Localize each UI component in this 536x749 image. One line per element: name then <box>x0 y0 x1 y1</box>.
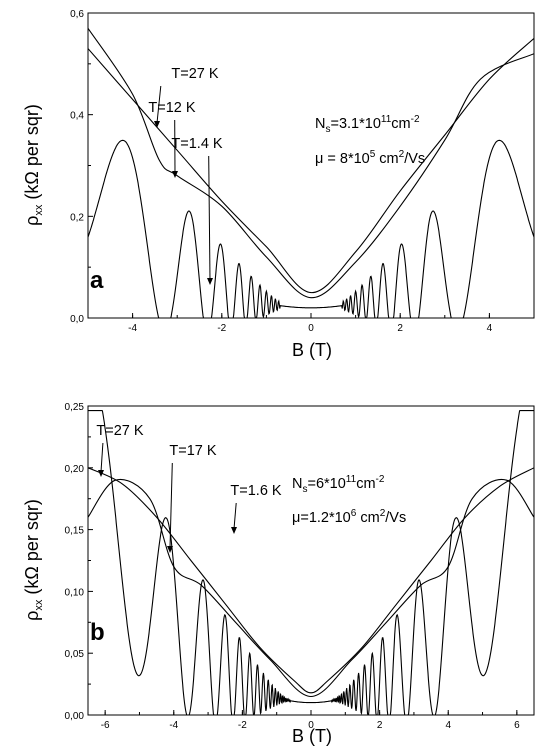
series-line-t-27-k <box>88 37 534 294</box>
y-tick-label: 0,20 <box>65 464 85 475</box>
y-tick-label: 0,2 <box>70 212 84 223</box>
x-tick-label: 4 <box>445 720 451 731</box>
ns-symbol-a: N <box>315 116 325 132</box>
mu-unit-b: cm <box>356 510 379 526</box>
curve-label: T=17 K <box>169 443 216 459</box>
curve-labels-b: T=27 K T=17 K T=1.6 K <box>96 423 281 499</box>
x-tick-label: 2 <box>377 720 383 731</box>
mu-exp-b: 6 <box>351 508 357 519</box>
label-arrow-head <box>154 121 160 128</box>
label-arrow-head <box>172 171 178 178</box>
panel-b: -6 -4 -2 0 2 4 6 0,00 0,05 0,10 0,15 0,20 0,25 T=27 … <box>22 402 535 746</box>
ns-unit-exp-b: -2 <box>376 474 385 485</box>
y-tick-label: 0,05 <box>65 649 85 660</box>
label-arrow-shaft <box>169 462 173 549</box>
y-tick-label: 0,6 <box>70 9 84 20</box>
ns-annotation-a: Ns=3.1*1011cm-2 <box>315 114 420 135</box>
y-axis-rest-b: (kΩ per sqr) <box>22 499 42 599</box>
mu-exp-a: 5 <box>370 149 376 160</box>
x-tick-label: -6 <box>101 720 110 731</box>
y-axis-rest-a: (kΩ per sqr) <box>22 104 42 204</box>
panel-letter-a: a <box>90 267 104 294</box>
ns-unit-exp-a: -2 <box>411 114 420 125</box>
x-tick-label: -4 <box>128 323 137 334</box>
curves-a <box>88 27 534 318</box>
series-line-t-27-k <box>88 467 534 694</box>
x-tick-label: 0 <box>308 323 314 334</box>
curve-label: T=1.6 K <box>230 483 282 499</box>
plot-frame-a <box>87 12 535 319</box>
x-tick-label: 6 <box>514 720 520 731</box>
label-arrow-head <box>231 527 237 534</box>
y-axis-sub-b: xx <box>33 599 45 611</box>
x-axis-title-a: B (T) <box>292 340 332 360</box>
label-arrow-shaft <box>208 155 211 281</box>
mu-annotation-a: μ = 8*105 cm2/Vs <box>315 149 425 167</box>
curve-label: T=1.4 K <box>171 136 223 152</box>
y-tick-label: 0,15 <box>65 526 85 537</box>
label-arrow-head <box>207 278 213 285</box>
curve-label: T=12 K <box>148 100 195 116</box>
ns-sub-b: s <box>302 484 307 495</box>
x-tick-label: 0 <box>308 720 314 731</box>
y-axis-title-a: ρxx (kΩ per sqr) <box>22 104 45 226</box>
ns-exp-b: 11 <box>346 474 357 485</box>
ns-symbol-b: N <box>292 476 302 492</box>
mu-tail-a: /Vs <box>404 151 425 167</box>
label-arrow-head <box>98 470 104 477</box>
x-tick-label: -2 <box>238 720 247 731</box>
x-axis-title-b: B (T) <box>292 726 332 746</box>
axis-ticks-b: -6 -4 -2 0 2 4 6 0,00 0,05 0,10 0,15 0,20 0,25 <box>65 402 521 731</box>
curve-label: T=27 K <box>171 66 218 82</box>
ns-annotation-b: Ns=6*1011cm-2 <box>292 474 385 495</box>
series-line-t-1-6-k <box>88 410 534 715</box>
label-arrow-shaft <box>233 502 237 530</box>
mu-unit-exp-a: 2 <box>399 149 405 160</box>
y-tick-label: 0,25 <box>65 402 85 413</box>
curve-labels-a: T=27 K T=12 K T=1.4 K <box>148 66 222 152</box>
mu-annotation-b: μ=1.2*106 cm2/Vs <box>292 508 406 526</box>
y-tick-label: 0,00 <box>65 711 85 722</box>
curve-label: T=27 K <box>96 423 143 439</box>
y-tick-label: 0,10 <box>65 587 85 598</box>
x-tick-label: -4 <box>169 720 178 731</box>
y-tick-label: 0,0 <box>70 314 84 325</box>
mu-unit-exp-b: 2 <box>380 508 386 519</box>
mu-tail-b: /Vs <box>385 510 406 526</box>
curves-b <box>88 410 534 715</box>
y-axis-rho-b: ρ <box>22 611 42 621</box>
mu-value-b: μ=1.2*10 <box>292 510 351 526</box>
label-arrow-shaft <box>156 85 162 124</box>
mu-unit-a: cm <box>375 151 398 167</box>
series-line-t-12-k <box>88 27 534 299</box>
y-axis-rho-a: ρ <box>22 216 42 226</box>
ns-value-b: =6*10 <box>307 476 345 492</box>
x-tick-label: 4 <box>487 323 493 334</box>
series-line-t-1-4-k <box>88 139 534 318</box>
label-arrow-head <box>167 546 173 553</box>
axis-ticks-a: -4 -2 0 2 4 0,0 0,2 0,4 0,6 <box>70 9 535 334</box>
plot-frame-b <box>87 405 535 716</box>
label-arrow-shaft <box>100 442 104 473</box>
ns-exp-a: 11 <box>381 114 392 125</box>
ns-value-a: =3.1*10 <box>330 116 380 132</box>
y-axis-sub-a: xx <box>33 204 45 216</box>
y-axis-title-b: ρxx (kΩ per sqr) <box>22 499 45 621</box>
panel-letter-b: b <box>90 619 105 646</box>
x-tick-label: -2 <box>217 323 226 334</box>
ns-unit-a: cm <box>391 116 410 132</box>
y-tick-label: 0,4 <box>70 111 84 122</box>
ns-unit-b: cm <box>356 476 375 492</box>
label-arrows-b <box>98 442 237 553</box>
panel-a: -4 -2 0 2 40,00,20,40,6 T=27 KT=12 KT=1.4 K … <box>22 9 535 360</box>
label-arrows-a <box>154 85 213 285</box>
mu-value-a: μ = 8*10 <box>315 151 370 167</box>
ns-sub-a: s <box>325 124 330 135</box>
series-line-t-17-k <box>88 478 534 698</box>
x-tick-label: 2 <box>397 323 403 334</box>
